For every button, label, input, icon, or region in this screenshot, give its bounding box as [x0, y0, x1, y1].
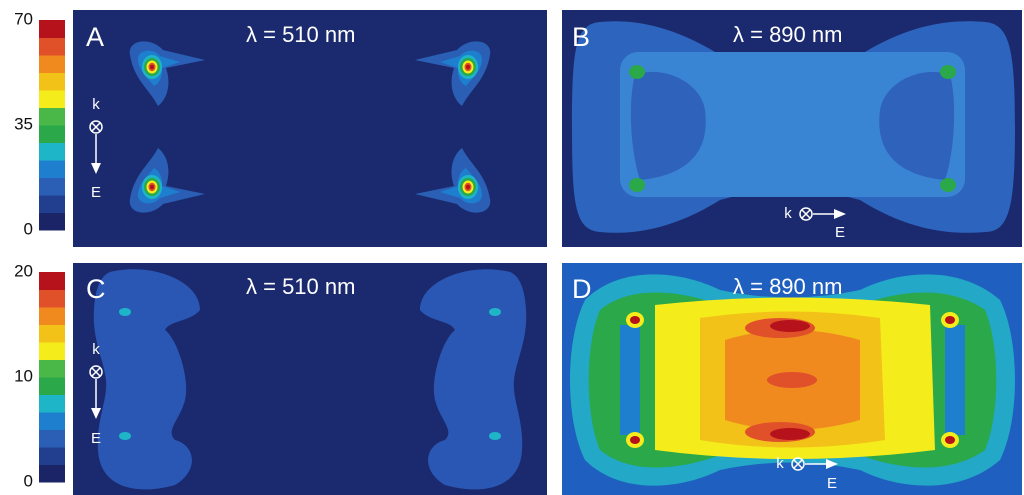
colorbar-tick-label: 10	[14, 366, 33, 385]
colorbar-tick-label: 35	[14, 114, 33, 133]
colorbar-tick-label: 0	[24, 471, 33, 490]
panel-d: D λ = 890 nm k E	[562, 263, 1022, 495]
colorbar-segment	[39, 38, 65, 56]
figure: A λ = 510 nm k E B λ = 890 nm k E C λ = …	[0, 0, 1024, 495]
colorbar-tick-label: 0	[24, 219, 33, 238]
panel-label: D	[572, 274, 592, 304]
colorbar-segment	[39, 178, 65, 196]
colorbar-segment	[39, 360, 65, 378]
colorbar-segment	[39, 395, 65, 413]
colorbar-segment	[39, 342, 65, 360]
panel-b: B λ = 890 nm k E	[562, 10, 1022, 247]
e-label: E	[827, 475, 837, 492]
k-label: k	[776, 455, 784, 472]
colorbar-segment	[39, 160, 65, 178]
colorbar-segment	[39, 143, 65, 161]
colorbar-segment	[39, 73, 65, 91]
k-label: k	[92, 96, 100, 113]
colorbar-segment	[39, 290, 65, 308]
colorbar-segment	[39, 307, 65, 325]
colorbars: 70 35 0 20 10 0	[14, 9, 65, 490]
colorbar-segment	[39, 412, 65, 430]
wavelength: λ = 890 nm	[733, 274, 842, 299]
k-label: k	[92, 341, 100, 358]
panel-label: C	[86, 274, 106, 304]
colorbar-segment	[39, 465, 65, 483]
colorbar-segment	[39, 20, 65, 38]
colorbar-segment	[39, 125, 65, 143]
colorbar-tick-label: 20	[14, 261, 33, 280]
wavelength: λ = 890 nm	[733, 22, 842, 47]
panel-label: A	[86, 22, 104, 52]
colorbar-segment	[39, 430, 65, 448]
colorbar-segment	[39, 90, 65, 108]
wavelength: λ = 510 nm	[246, 274, 355, 299]
colorbar-segment	[39, 108, 65, 126]
colorbar-segment	[39, 213, 65, 231]
colorbar-segment	[39, 377, 65, 395]
panel-c: C λ = 510 nm k E	[73, 263, 547, 495]
panel-a: A λ = 510 nm k E	[73, 10, 547, 247]
colorbar-segment	[39, 447, 65, 465]
e-label: E	[91, 184, 101, 201]
colorbar-segment	[39, 195, 65, 213]
e-label: E	[91, 430, 101, 447]
colorbar-segment	[39, 272, 65, 290]
k-label: k	[784, 205, 792, 222]
colorbar-segment	[39, 325, 65, 343]
e-label: E	[835, 224, 845, 241]
panel-label: B	[572, 22, 590, 52]
wavelength: λ = 510 nm	[246, 22, 355, 47]
colorbar-tick-label: 70	[14, 9, 33, 28]
colorbar-segment	[39, 55, 65, 73]
